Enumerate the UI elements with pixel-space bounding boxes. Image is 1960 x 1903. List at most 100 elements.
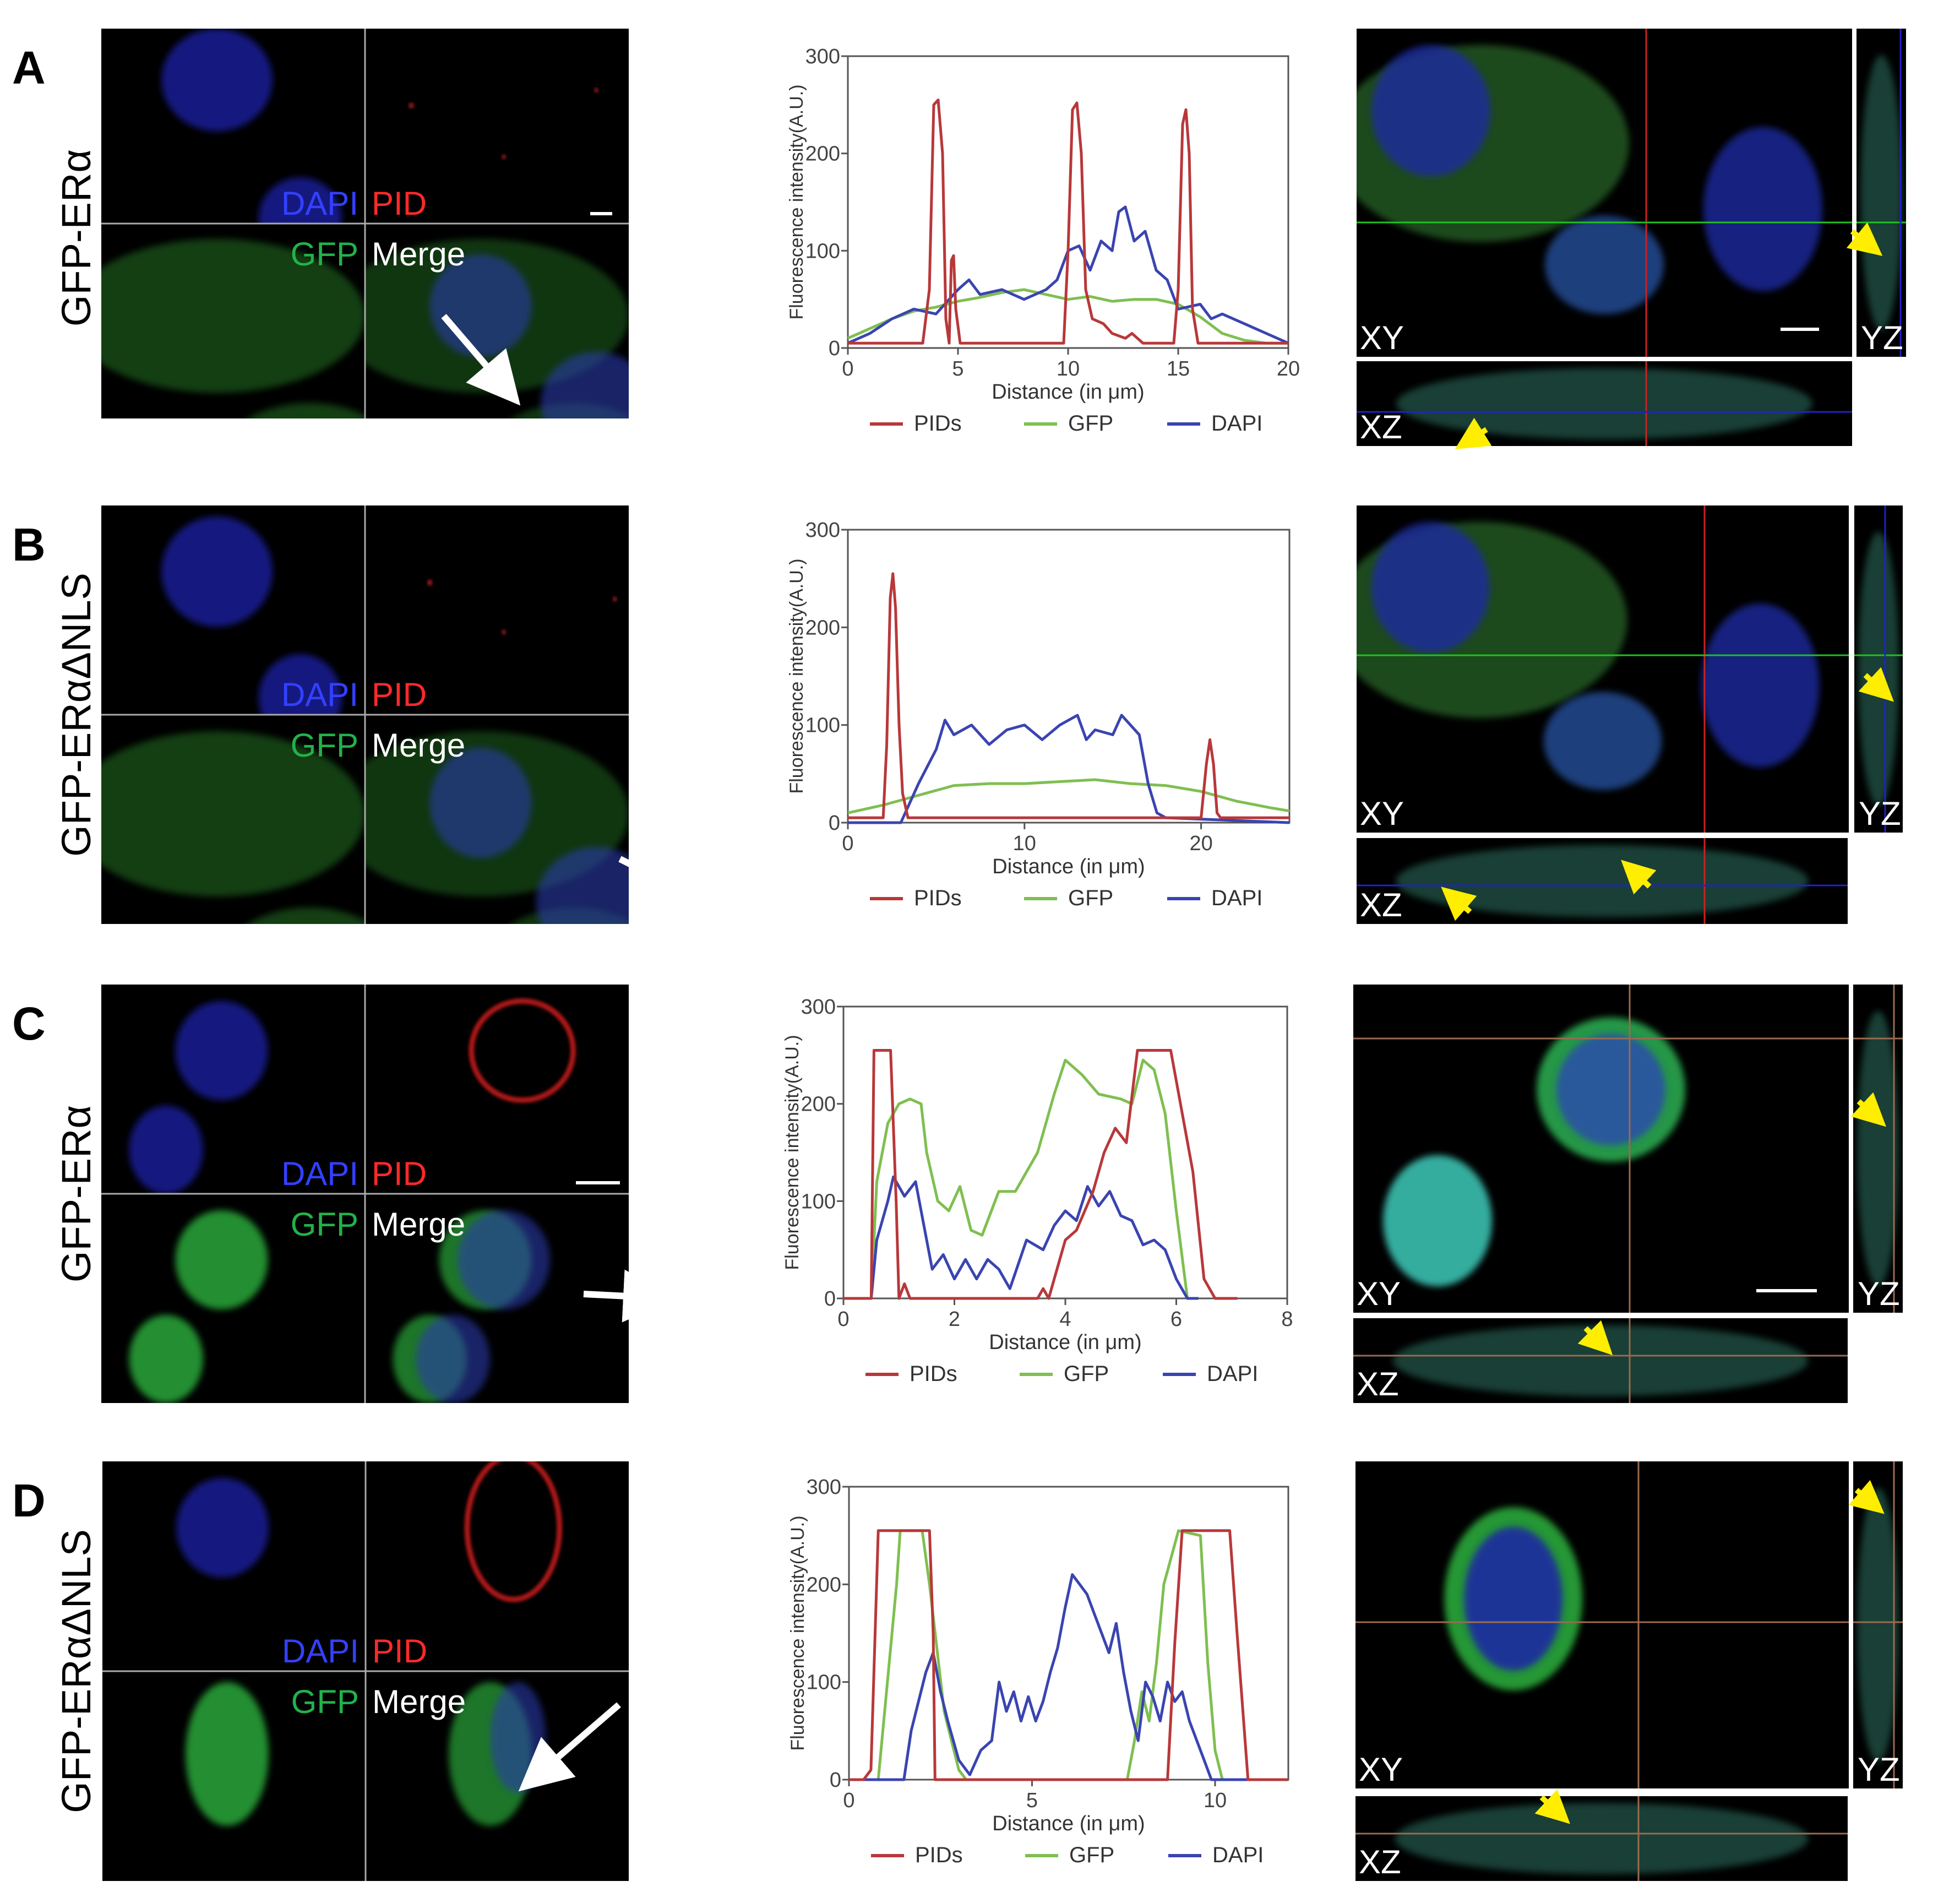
quadrant-blue [161,516,342,715]
pid-signal [594,88,599,93]
nucleus-blue [1545,215,1664,314]
pid-signal [501,629,507,635]
view-xy [1357,505,1849,833]
yellow-arrow [1441,887,1477,921]
micrograph-grid: DAPI PID GFP Merge [101,505,738,924]
yellow-arrow [1577,1320,1613,1356]
view-yz [1854,505,1903,833]
yellow-arrow [1850,1092,1886,1127]
legend-item-gfp: GFP [1024,886,1113,910]
nucleus-blue [1543,692,1662,790]
x-tick-label: 15 [1167,357,1190,380]
section-signal [1396,845,1809,917]
label-pid: PID [372,1155,427,1192]
view-xy [1353,985,1849,1313]
line-profile-arrow [618,856,738,917]
x-axis-label: Distance (in μm) [992,1812,1145,1835]
legend-label: DAPI [1211,886,1262,910]
section-signal [1858,531,1899,807]
y-tick-label: 300 [805,519,840,542]
label-merge: Merge [372,236,465,273]
x-tick-label: 10 [1057,357,1080,380]
pid-signal [427,579,433,586]
legend-label: PIDs [915,1843,963,1867]
legend-item-gfp: GFP [1020,1362,1109,1386]
view-background [1355,1461,1849,1788]
x-tick-label: 6 [1170,1308,1182,1331]
view-xz [1357,838,1848,924]
nucleus-blob [161,516,273,627]
label-xy: XY [1357,1275,1401,1312]
quadrant-blue [129,1001,268,1194]
line-profile-arrow [518,1702,621,1792]
panel-label: GFP-ERαΔNLS [53,573,99,857]
quadrant-green [101,731,365,924]
nucleus-blue [1556,1034,1665,1146]
nucleus-blue [1464,1526,1563,1671]
panel-letter: B [12,519,46,570]
profile-chart: 0 100 200 300 0 2 4 6 8 Distance (in μm) Fluoresce… [782,996,1293,1386]
label-yz: YZ [1861,319,1903,356]
series-line-dapi [843,1175,1199,1300]
y-tick-label: 100 [801,1190,836,1213]
y-tick-label: 200 [801,1093,836,1116]
x-tick-label: 20 [1189,832,1212,855]
section-signal [1857,1487,1899,1763]
series-line-pids [848,572,1289,819]
view-yz [1853,1461,1903,1788]
y-tick-label: 200 [805,616,840,639]
quadrant-red [408,88,599,160]
label-pid: PID [372,185,427,222]
nucleus-blue [1371,45,1490,177]
panel-letter: C [12,998,46,1050]
line-profile-arrow [583,1269,676,1323]
legend-label: PIDs [914,411,962,436]
legend-item-dapi: DAPI [1167,411,1262,436]
label-yz: YZ [1858,1275,1900,1312]
view-xz [1357,361,1852,446]
x-tick-label: 10 [1204,1789,1227,1812]
x-axis-label: Distance (in μm) [989,1331,1141,1354]
y-tick-label: 0 [829,337,840,360]
series-line-pids [848,99,1288,345]
nucleus-blue [1371,521,1490,653]
gfp-cell-blob [248,403,365,418]
view-xz [1355,1796,1848,1881]
quadrant-merge [365,731,629,924]
legend-item-gfp: GFP [1024,411,1113,436]
merge-blue [541,351,629,418]
merge-blue [536,847,629,924]
legend-label: GFP [1068,411,1113,436]
merge-blue [490,1682,546,1793]
pid-signal [612,596,617,602]
micrograph-grid: DAPI PID GFP Merge [102,1461,629,1881]
view-xy [1357,29,1852,357]
y-tick-label: 100 [805,240,840,263]
yellow-arrow [1858,667,1894,702]
gfp-cell-blob [248,907,365,924]
section-signal [1396,368,1812,439]
legend-label: GFP [1068,886,1113,910]
legend-label: GFP [1069,1843,1114,1867]
gfp-cell-blob [129,1315,203,1403]
series-line-dapi [849,1573,1288,1781]
x-tick-label: 0 [842,832,853,855]
nucleus-blob [175,1001,268,1100]
line-profile-arrow [441,314,521,406]
legend-item-gfp: GFP [1025,1843,1114,1867]
y-tick-label: 0 [830,1769,841,1792]
y-tick-label: 200 [805,143,840,166]
profile-chart: 0 100 200 300 0 10 20 Distance (in μm) Fluoresce… [786,519,1291,910]
label-gfp: GFP [291,1683,359,1720]
legend-item-dapi: DAPI [1167,886,1262,910]
micrograph-grid: DAPI PID GFP Merge [101,29,629,418]
label-merge: Merge [372,727,465,764]
legend-label: PIDs [914,886,962,910]
nucleus-blob [176,1478,269,1578]
gfp-cell-blob [185,1682,269,1826]
label-gfp: GFP [291,727,358,764]
y-tick-label: 200 [807,1573,841,1596]
x-tick-label: 20 [1277,357,1300,380]
